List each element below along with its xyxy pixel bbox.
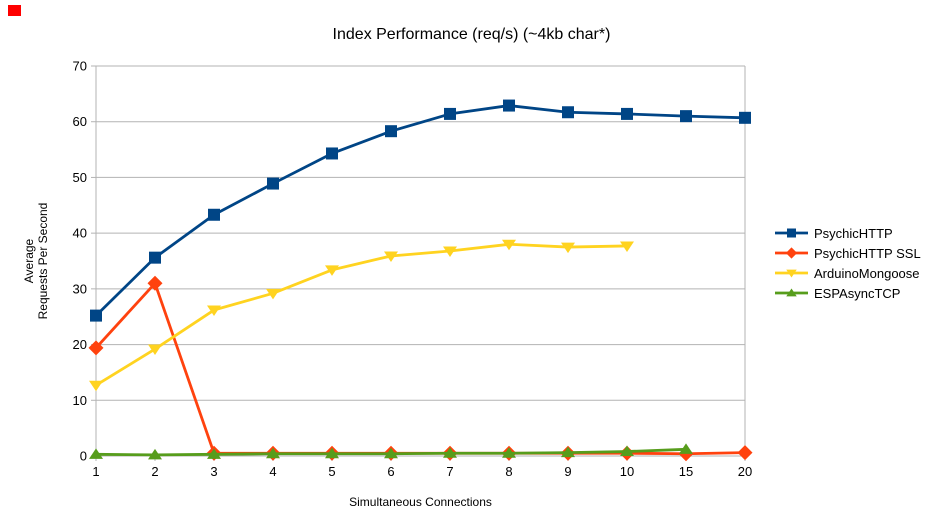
data-point-arduinomongoose-7 — [443, 246, 457, 257]
legend-label: PsychicHTTP SSL — [814, 245, 921, 261]
y-tick-label: 70 — [73, 59, 87, 74]
data-point-psychichttp-ssl-20 — [737, 445, 753, 461]
series-line-psychichttp-ssl — [94, 281, 746, 456]
y-tick-label: 30 — [73, 281, 87, 296]
data-point-psychichttp-ssl-1 — [88, 340, 104, 356]
data-point-psychichttp-20 — [739, 111, 751, 124]
y-tick-label: 50 — [73, 170, 87, 185]
data-point-arduinomongoose-3 — [207, 305, 221, 317]
data-point-psychichttp-4 — [267, 177, 279, 190]
x-tick-label: 8 — [505, 464, 512, 479]
x-tick-label: 20 — [738, 464, 752, 479]
x-tick-label: 1 — [92, 464, 99, 479]
legend-swatch-diamond-icon — [775, 247, 808, 259]
data-point-arduinomongoose-2 — [148, 344, 162, 356]
legend-label: ArduinoMongoose — [814, 265, 920, 281]
data-point-espasynctcp-10 — [620, 445, 634, 457]
x-tick-label: 4 — [269, 464, 276, 479]
y-tick-label: 0 — [80, 449, 87, 464]
data-point-arduinomongoose-4 — [266, 288, 280, 300]
data-point-psychichttp-ssl-2 — [147, 275, 163, 291]
data-point-psychichttp-2 — [149, 251, 161, 264]
x-tick-label: 15 — [679, 464, 693, 479]
x-axis-title: Simultaneous Connections — [349, 495, 492, 509]
data-point-psychichttp-7 — [444, 107, 456, 120]
data-point-espasynctcp-6 — [384, 447, 398, 459]
series-line-arduinomongoose — [95, 242, 628, 387]
data-point-espasynctcp-3 — [207, 448, 221, 459]
data-point-psychichttp-5 — [326, 147, 338, 160]
y-tick-label: 40 — [73, 226, 87, 241]
legend-label: ESPAsyncTCP — [814, 285, 901, 301]
data-point-arduinomongoose-6 — [384, 251, 398, 262]
data-point-espasynctcp-9 — [561, 446, 575, 458]
x-tick-label: 6 — [387, 464, 394, 479]
data-point-psychichttp-10 — [621, 107, 633, 120]
data-point-arduinomongoose-9 — [561, 242, 575, 254]
x-tick-label: 10 — [620, 464, 634, 479]
legend-swatch-triangle-up-icon — [775, 288, 808, 297]
data-point-psychichttp-3 — [208, 208, 220, 221]
x-tick-label: 7 — [446, 464, 453, 479]
legend-swatch-square-icon — [775, 228, 808, 238]
y-tick-label: 10 — [73, 393, 87, 408]
x-tick-label: 9 — [564, 464, 571, 479]
data-point-arduinomongoose-8 — [502, 239, 516, 251]
legend-swatch-triangle-down-icon — [775, 269, 808, 278]
x-tick-label: 5 — [328, 464, 335, 479]
legend-item-psychichttp-ssl: PsychicHTTP SSL — [775, 243, 921, 263]
legend: PsychicHTTP PsychicHTTP SSL ArduinoMongoos… — [775, 223, 921, 303]
legend-item-espasynctcp: ESPAsyncTCP — [775, 283, 921, 303]
data-point-psychichttp-8 — [503, 99, 515, 112]
data-point-arduinomongoose-1 — [89, 380, 103, 392]
legend-label: PsychicHTTP — [814, 225, 893, 241]
data-point-espasynctcp-5 — [325, 447, 339, 459]
x-tick-label: 3 — [210, 464, 217, 479]
y-tick-label: 60 — [73, 114, 87, 129]
data-point-psychichttp-6 — [385, 125, 397, 138]
legend-item-psychichttp: PsychicHTTP — [775, 223, 921, 243]
data-point-espasynctcp-4 — [266, 447, 280, 459]
data-point-espasynctcp-15 — [679, 443, 693, 454]
data-point-espasynctcp-2 — [148, 448, 162, 460]
data-point-psychichttp-9 — [562, 106, 574, 119]
chart-title: Index Performance (req/s) (~4kb char*) — [332, 26, 611, 43]
click-annotation-square — [8, 5, 21, 16]
data-point-psychichttp-1 — [90, 309, 102, 322]
data-point-espasynctcp-1 — [89, 448, 103, 459]
data-point-espasynctcp-8 — [502, 447, 516, 458]
x-tick-label: 2 — [151, 464, 158, 479]
data-point-psychichttp-15 — [680, 110, 692, 123]
data-point-arduinomongoose-5 — [325, 265, 339, 276]
data-point-arduinomongoose-10 — [620, 241, 634, 252]
series-line-psychichttp — [95, 104, 746, 317]
legend-item-arduinomongoose: ArduinoMongoose — [775, 263, 921, 283]
y-tick-label: 20 — [73, 337, 87, 352]
data-point-espasynctcp-7 — [443, 447, 457, 458]
